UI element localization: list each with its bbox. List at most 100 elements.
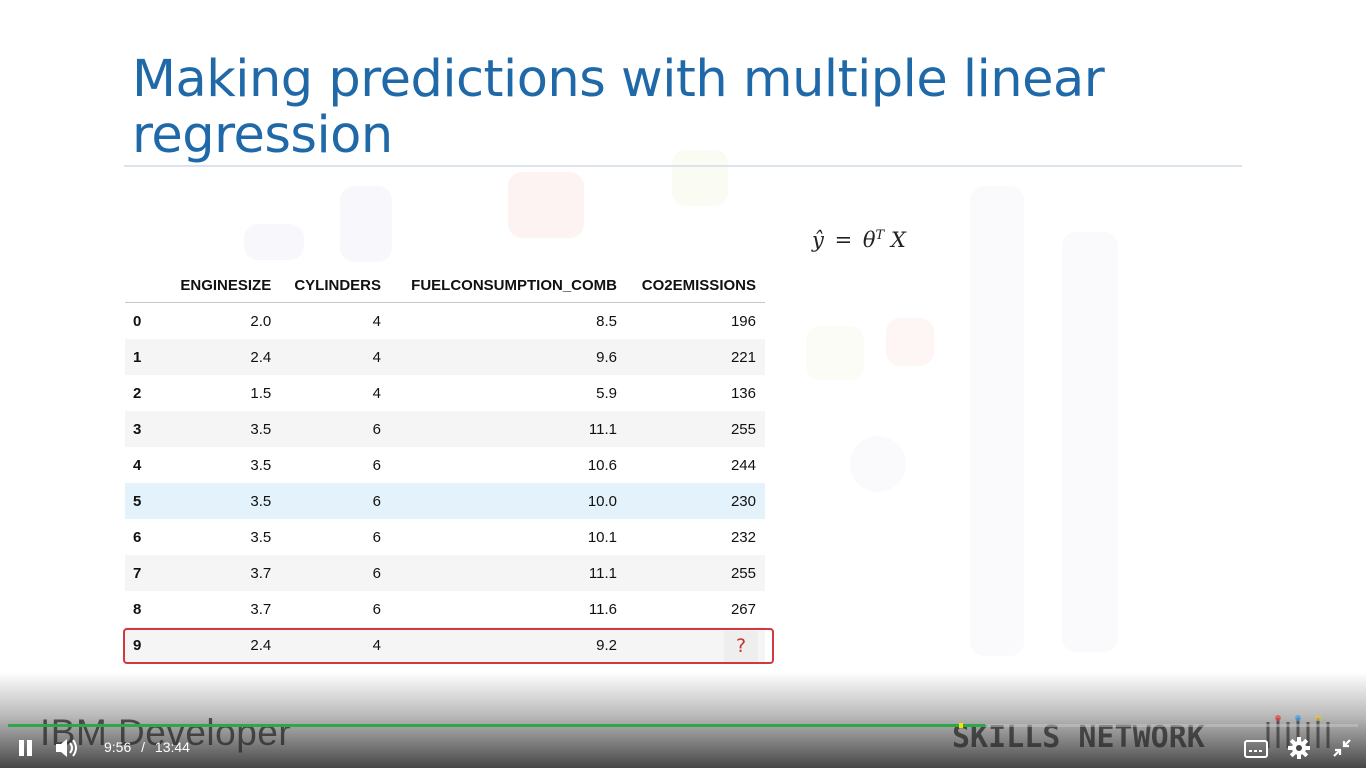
background-decoration (340, 186, 392, 262)
background-decoration (850, 436, 906, 492)
cell-co2emissions: 136 (730, 384, 756, 402)
cell-enginesize: 3.7 (250, 600, 272, 618)
captions-icon (1244, 740, 1268, 758)
cell-co2emissions: 255 (626, 555, 765, 591)
table-body: 0 2.0 4 8.5 196 1 2.4 4 9.6 221 2 1.5 4 5.9 136 3 3.5… (125, 303, 765, 663)
formula-theta: θ (862, 228, 876, 252)
background-decoration (672, 150, 728, 206)
background-decoration (1062, 232, 1118, 652)
table-row: 2 1.5 4 5.9 136 (125, 375, 765, 411)
cell-cylinders: 6 (280, 411, 391, 447)
cell-cylinders: 6 (280, 483, 391, 519)
duration: 13:44 (154, 739, 190, 755)
table-row: 1 2.4 4 9.6 221 (125, 339, 765, 375)
table-row-hovered: 5 3.5 6 10.0 230 (125, 483, 765, 519)
cell-enginesize: 3.7 (166, 555, 281, 591)
cell-enginesize: 1.5 (250, 384, 272, 402)
table-row: 8 3.7 6 11.6 267 (125, 591, 765, 627)
progress-bar-marker (958, 723, 963, 728)
formula-transpose: T (875, 228, 885, 243)
data-table: ENGINESIZE CYLINDERS FUELCONSUMPTION_COM… (125, 268, 765, 663)
pause-icon-bar (27, 740, 32, 756)
background-decoration (886, 318, 934, 366)
table-row: 0 2.0 4 8.5 196 (125, 303, 765, 340)
cell-co2emissions: 221 (626, 339, 765, 375)
table-row: 3 3.5 6 11.1 255 (125, 411, 765, 447)
table-row: 6 3.5 6 10.1 232 (125, 519, 765, 555)
cell-enginesize: 3.5 (250, 456, 272, 474)
row-index: 7 (125, 555, 166, 591)
row-index: 8 (133, 600, 142, 618)
progress-bar[interactable] (8, 723, 1358, 728)
column-header-fuelconsumption: FUELCONSUMPTION_COMB (390, 268, 627, 303)
unknown-co2-value: ? (724, 631, 758, 662)
settings-button[interactable] (1288, 737, 1310, 759)
background-decoration (970, 186, 1024, 656)
cell-fuelconsumption: 9.2 (390, 627, 627, 663)
ibm-developer-watermark: IBM Developer (40, 712, 292, 753)
cell-enginesize: 3.5 (250, 528, 272, 546)
prediction-formula: ŷ = θT X (812, 228, 906, 252)
formula-x: X (890, 228, 906, 252)
formula-y-hat: ŷ (812, 228, 824, 252)
cell-enginesize: 2.4 (166, 627, 281, 663)
cell-fuelconsumption: 10.6 (587, 456, 618, 474)
cell-co2emissions: 255 (626, 411, 765, 447)
cell-fuelconsumption: 10.0 (390, 483, 627, 519)
cell-fuelconsumption: 11.1 (390, 411, 627, 447)
cell-enginesize: 2.0 (250, 312, 272, 330)
player-controls-overlay (0, 672, 1366, 768)
time-display: 9:56 / 13:44 (104, 739, 190, 755)
cell-cylinders: 6 (372, 528, 382, 546)
cell-fuelconsumption: 11.1 (390, 555, 627, 591)
row-index: 2 (133, 384, 142, 402)
pause-icon (19, 740, 24, 756)
row-index: 6 (133, 528, 142, 546)
cell-cylinders: 4 (372, 312, 382, 330)
column-header-enginesize: ENGINESIZE (166, 268, 281, 303)
cell-enginesize: 3.5 (166, 483, 281, 519)
gear-icon (1288, 737, 1310, 759)
cell-enginesize: 3.5 (166, 411, 281, 447)
progress-bar-played (8, 724, 985, 727)
slide-title: Making predictions with multiple linear … (132, 50, 1105, 165)
cell-fuelconsumption: 11.6 (588, 600, 618, 618)
column-header-index (125, 268, 166, 303)
cell-co2emissions: 244 (730, 456, 756, 474)
exit-fullscreen-icon (1333, 739, 1351, 757)
table-row: 7 3.7 6 11.1 255 (125, 555, 765, 591)
time-separator: / (141, 739, 146, 755)
row-index: 5 (125, 483, 166, 519)
cell-fuelconsumption: 5.9 (596, 384, 618, 402)
cell-fuelconsumption: 9.6 (390, 339, 627, 375)
background-decoration (244, 224, 304, 260)
title-divider (124, 165, 1242, 167)
cell-cylinders: 6 (280, 555, 391, 591)
cell-enginesize: 2.4 (166, 339, 281, 375)
cell-cylinders: 4 (280, 627, 391, 663)
current-time: 9:56 (104, 739, 132, 755)
row-index: 9 (125, 627, 166, 663)
cell-co2emissions: 267 (730, 600, 756, 618)
volume-button[interactable] (54, 736, 80, 760)
background-decoration (508, 172, 584, 238)
column-header-cylinders: CYLINDERS (280, 268, 391, 303)
cell-fuelconsumption: 10.1 (587, 528, 618, 546)
cell-cylinders: 4 (280, 339, 391, 375)
table-row: 4 3.5 6 10.6 244 (125, 447, 765, 483)
exit-fullscreen-button[interactable] (1332, 738, 1352, 758)
column-header-co2emissions: CO2EMISSIONS (626, 268, 765, 303)
background-decoration (806, 326, 864, 380)
prediction-row-highlight (123, 628, 774, 664)
row-index: 1 (125, 339, 166, 375)
volume-icon (56, 739, 77, 757)
cell-co2emissions: 232 (730, 528, 756, 546)
captions-button[interactable] (1244, 740, 1268, 758)
table-header-row: ENGINESIZE CYLINDERS FUELCONSUMPTION_COM… (125, 268, 765, 303)
cell-co2emissions: 230 (626, 483, 765, 519)
row-index: 0 (133, 312, 142, 330)
pause-button[interactable] (16, 738, 36, 758)
formula-equals: = (834, 228, 853, 252)
row-index: 4 (133, 456, 142, 474)
